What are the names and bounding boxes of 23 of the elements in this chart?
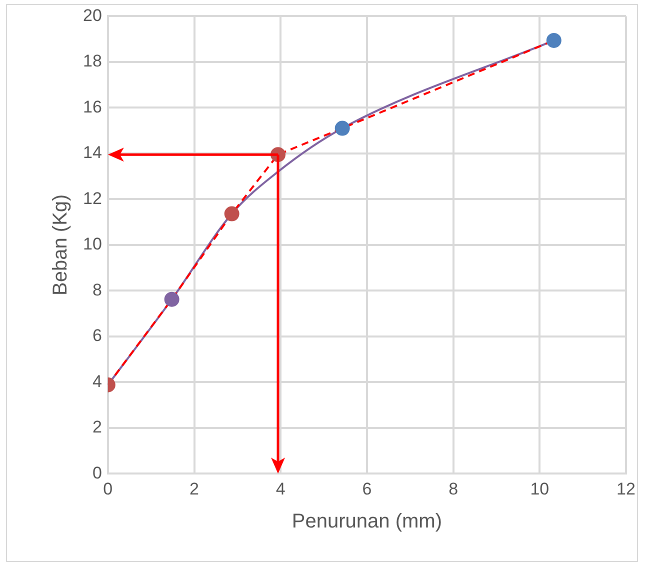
- y-tick-label: 14: [82, 143, 102, 162]
- point: [334, 120, 350, 136]
- point: [224, 206, 240, 222]
- y-tick-label: 8: [92, 280, 102, 300]
- y-tick-label: 16: [82, 97, 102, 116]
- y-tick-label: 6: [92, 326, 102, 346]
- x-tick-label: 10: [530, 479, 550, 498]
- point: [164, 292, 180, 307]
- x-tick-label: 2: [190, 479, 199, 498]
- y-tick-label: 10: [82, 234, 102, 254]
- y-tick-label: 2: [92, 418, 102, 437]
- x-axis-title: Penurunan (mm): [292, 510, 442, 533]
- y-tick-label: 20: [82, 6, 102, 25]
- y-tick-label: 0: [92, 463, 102, 482]
- y-axis-title: Beban (Kg): [50, 194, 72, 296]
- x-tick-label: 4: [276, 479, 286, 498]
- y-tick-label: 18: [82, 52, 102, 71]
- y-tick-label: 4: [92, 372, 102, 391]
- x-tick-label: 12: [616, 479, 636, 498]
- x-tick-label: 6: [362, 479, 372, 498]
- x-tick-label: 8: [448, 479, 458, 498]
- point: [546, 32, 562, 48]
- y-tick-label: 12: [82, 188, 102, 208]
